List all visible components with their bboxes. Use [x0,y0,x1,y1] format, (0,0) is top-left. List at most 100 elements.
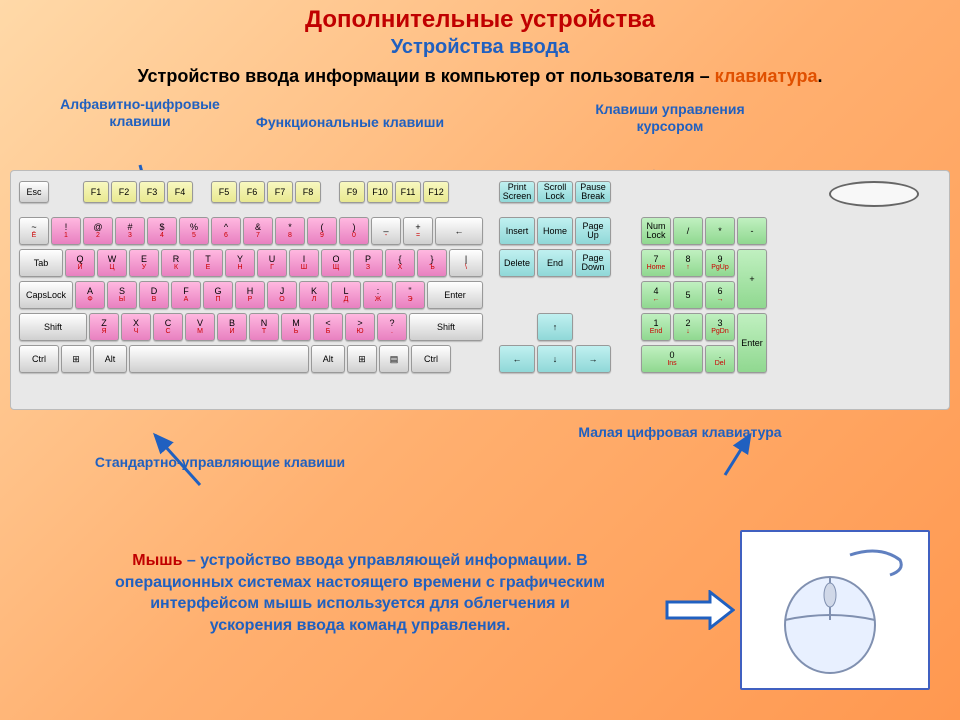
subtitle: Устройства ввода [0,36,960,59]
key: XЧ [121,313,151,341]
big-arrow-icon [665,590,735,635]
key: !1 [51,217,81,245]
key: F6 [239,181,265,203]
key: F3 [139,181,165,203]
key: KЛ [299,281,329,309]
key: 2↓ [673,313,703,341]
mouse-hl: Мышь [132,552,182,569]
intro-post: . [818,66,823,86]
key: YН [225,249,255,277]
key: ⊞ [61,345,91,373]
mouse-description: Мышь – устройство ввода управляющей инфо… [110,550,610,636]
mouse-body: – устройство ввода управляющей информаци… [115,552,605,634]
key: *8 [275,217,305,245]
key: IШ [289,249,319,277]
key: + [737,249,767,309]
key: ⊞ [347,345,377,373]
key: OЩ [321,249,351,277]
key: TЕ [193,249,223,277]
key: CapsLock [19,281,73,309]
key: ← [499,345,535,373]
key: Page Down [575,249,611,277]
key: QЙ [65,249,95,277]
key: )0 [339,217,369,245]
key: 3PgDn [705,313,735,341]
key: &7 [243,217,273,245]
key: ^6 [211,217,241,245]
key: ZЯ [89,313,119,341]
key: 9PgUp [705,249,735,277]
key: Home [537,217,573,245]
key: HР [235,281,265,309]
key: Shift [19,313,87,341]
mouse-illustration [740,530,930,690]
key: F1 [83,181,109,203]
key: }Ъ [417,249,447,277]
key: 1End [641,313,671,341]
key: #3 [115,217,145,245]
key: Scroll Lock [537,181,573,203]
key: EУ [129,249,159,277]
key: SЫ [107,281,137,309]
intro-highlight: клавиатура [715,66,818,86]
label-numpad: Малая цифровая клавиатура [560,424,800,441]
key: 5 [673,281,703,309]
key: DВ [139,281,169,309]
key: VМ [185,313,215,341]
intro-pre: Устройство ввода информации в компьютер … [137,66,714,86]
key: NТ [249,313,279,341]
key: Page Up [575,217,611,245]
key: F10 [367,181,393,203]
key: ?. [377,313,407,341]
key: ▤ [379,345,409,373]
key: Esc [19,181,49,203]
key: UГ [257,249,287,277]
key: {Х [385,249,415,277]
key: AФ [75,281,105,309]
key: F9 [339,181,365,203]
brand-oval [829,181,919,207]
key: F11 [395,181,421,203]
key: %5 [179,217,209,245]
key: → [575,345,611,373]
key: BИ [217,313,247,341]
key: * [705,217,735,245]
key: 8↑ [673,249,703,277]
key: F2 [111,181,137,203]
key: F12 [423,181,449,203]
key: / [673,217,703,245]
key: F8 [295,181,321,203]
key: Alt [93,345,127,373]
key: ~Ё [19,217,49,245]
key: += [403,217,433,245]
key: @2 [83,217,113,245]
label-alnum: Алфавитно-цифровые клавиши [40,96,240,130]
key: Shift [409,313,483,341]
key: :Ж [363,281,393,309]
key: Delete [499,249,535,277]
key: Enter [427,281,483,309]
key: FА [171,281,201,309]
key: (9 [307,217,337,245]
key: 6→ [705,281,735,309]
key: F4 [167,181,193,203]
key: Enter [737,313,767,373]
key: _- [371,217,401,245]
key: Print Screen [499,181,535,203]
key: Pause Break [575,181,611,203]
keyboard-diagram: EscF1F2F3F4F5F6F7F8F9F10F11F12~Ё!1@2#3$4… [10,170,950,410]
key: >Ю [345,313,375,341]
key: <Б [313,313,343,341]
label-func: Функциональные клавиши [240,114,460,131]
main-title: Дополнительные устройства [0,0,960,34]
key: Alt [311,345,345,373]
key: .Del [705,345,735,373]
key: "Э [395,281,425,309]
key: CС [153,313,183,341]
label-cursor: Клавиши управления курсором [570,101,770,135]
key: Num Lock [641,217,671,245]
key: PЗ [353,249,383,277]
key: $4 [147,217,177,245]
key: Ctrl [19,345,59,373]
key: End [537,249,573,277]
